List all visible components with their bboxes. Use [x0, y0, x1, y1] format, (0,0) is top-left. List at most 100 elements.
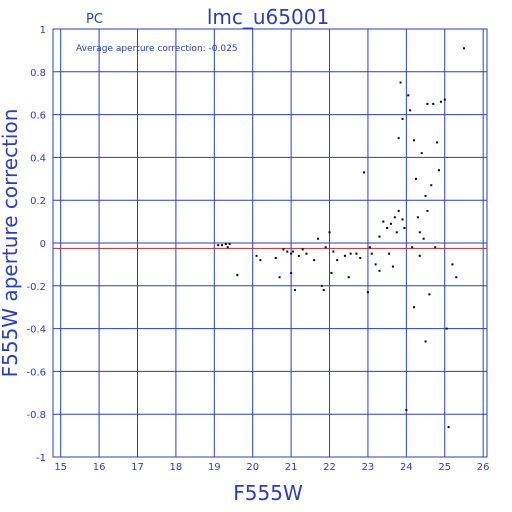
- x-tick-label-2: 17: [131, 462, 144, 473]
- data-point-23: [324, 246, 327, 249]
- data-point-29: [347, 276, 350, 279]
- data-point-15: [293, 289, 296, 292]
- data-point-44: [391, 265, 394, 268]
- data-point-64: [422, 237, 425, 240]
- data-point-0: [217, 244, 220, 247]
- data-point-16: [297, 254, 300, 257]
- data-point-55: [409, 109, 412, 112]
- data-point-71: [432, 102, 435, 105]
- x-tick-label-6: 21: [285, 462, 298, 473]
- data-point-3: [228, 243, 231, 246]
- y-tick-label-8: -0.6: [26, 367, 46, 378]
- data-point-43: [389, 222, 392, 225]
- data-point-5: [236, 274, 239, 277]
- chart-title: lmc_u65001: [207, 5, 329, 29]
- data-point-61: [418, 231, 421, 234]
- tick-labels: 15 16 17 18 19 20 21 22 23 24 25 26 1 0.8 0.6 0.4 0.2 0 -0…: [26, 25, 489, 473]
- data-point-45: [393, 216, 396, 219]
- data-point-9: [278, 276, 281, 279]
- data-point-18: [305, 252, 308, 255]
- corner-label: PC: [86, 12, 103, 27]
- data-point-60: [416, 216, 419, 219]
- data-point-81: [462, 47, 465, 50]
- data-point-33: [363, 171, 366, 174]
- data-point-48: [397, 137, 400, 140]
- x-tick-label-3: 18: [170, 462, 183, 473]
- data-point-66: [424, 340, 427, 343]
- data-point-10: [282, 248, 285, 251]
- y-tick-label-10: -1: [36, 453, 46, 464]
- data-point-37: [374, 263, 377, 266]
- x-tick-label-0: 15: [54, 462, 67, 473]
- data-point-34: [366, 291, 369, 294]
- x-tick-label-9: 24: [400, 462, 413, 473]
- data-point-53: [405, 408, 408, 411]
- x-tick-label-8: 23: [362, 462, 375, 473]
- data-point-21: [320, 284, 323, 287]
- y-tick-label-9: -0.8: [26, 410, 46, 421]
- x-tick-label-11: 26: [477, 462, 490, 473]
- data-point-35: [368, 246, 371, 249]
- data-point-38: [378, 269, 381, 272]
- x-tick-label-7: 22: [323, 462, 336, 473]
- data-point-76: [443, 98, 446, 101]
- data-point-58: [413, 139, 416, 142]
- data-point-39: [378, 235, 381, 238]
- y-tick-label-6: -0.2: [26, 282, 46, 293]
- data-point-20: [317, 237, 320, 240]
- data-point-19: [313, 259, 316, 262]
- data-point-74: [437, 169, 440, 172]
- data-point-59: [414, 177, 417, 180]
- y-tick-label-7: -0.4: [26, 325, 46, 336]
- data-point-13: [290, 252, 293, 255]
- data-points: [217, 47, 465, 429]
- data-point-67: [426, 102, 429, 105]
- data-point-42: [388, 252, 391, 255]
- data-point-79: [451, 263, 454, 266]
- data-point-12: [290, 271, 293, 274]
- data-point-69: [428, 293, 431, 296]
- data-point-65: [424, 194, 427, 197]
- y-tick-label-1: 0.8: [30, 68, 46, 79]
- x-tick-label-5: 20: [246, 462, 259, 473]
- data-point-80: [455, 276, 458, 279]
- data-point-54: [407, 94, 410, 97]
- data-point-56: [411, 246, 414, 249]
- data-point-78: [447, 426, 450, 429]
- reference-lines: [53, 242, 487, 249]
- data-point-8: [274, 256, 277, 259]
- average-correction-annotation: Average aperture correction: -0.025: [76, 44, 238, 54]
- data-point-24: [328, 231, 331, 234]
- y-tick-label-5: 0: [40, 239, 46, 250]
- data-point-47: [397, 209, 400, 212]
- data-point-50: [401, 117, 404, 120]
- x-tick-label-1: 16: [93, 462, 106, 473]
- data-point-7: [259, 259, 262, 262]
- data-point-70: [430, 184, 433, 187]
- data-point-31: [355, 252, 358, 255]
- data-point-28: [343, 254, 346, 257]
- data-point-41: [386, 227, 389, 230]
- data-point-52: [403, 227, 406, 230]
- data-point-36: [370, 252, 373, 255]
- data-point-40: [382, 220, 385, 223]
- x-axis-title: F555W: [233, 481, 303, 505]
- data-point-25: [330, 271, 333, 274]
- data-point-63: [420, 152, 423, 155]
- data-point-68: [426, 209, 429, 212]
- y-tick-label-3: 0.4: [30, 153, 46, 164]
- data-point-6: [255, 254, 258, 257]
- data-point-30: [349, 252, 352, 255]
- y-tick-label-0: 1: [40, 25, 46, 36]
- data-point-49: [399, 81, 402, 84]
- data-point-51: [401, 218, 404, 221]
- data-point-32: [359, 256, 362, 259]
- y-tick-label-4: 0.2: [30, 196, 46, 207]
- data-point-11: [286, 250, 289, 253]
- data-point-72: [434, 246, 437, 249]
- y-tick-label-2: 0.6: [30, 111, 46, 122]
- data-point-73: [436, 141, 439, 144]
- x-tick-label-4: 19: [208, 462, 221, 473]
- data-point-46: [395, 231, 398, 234]
